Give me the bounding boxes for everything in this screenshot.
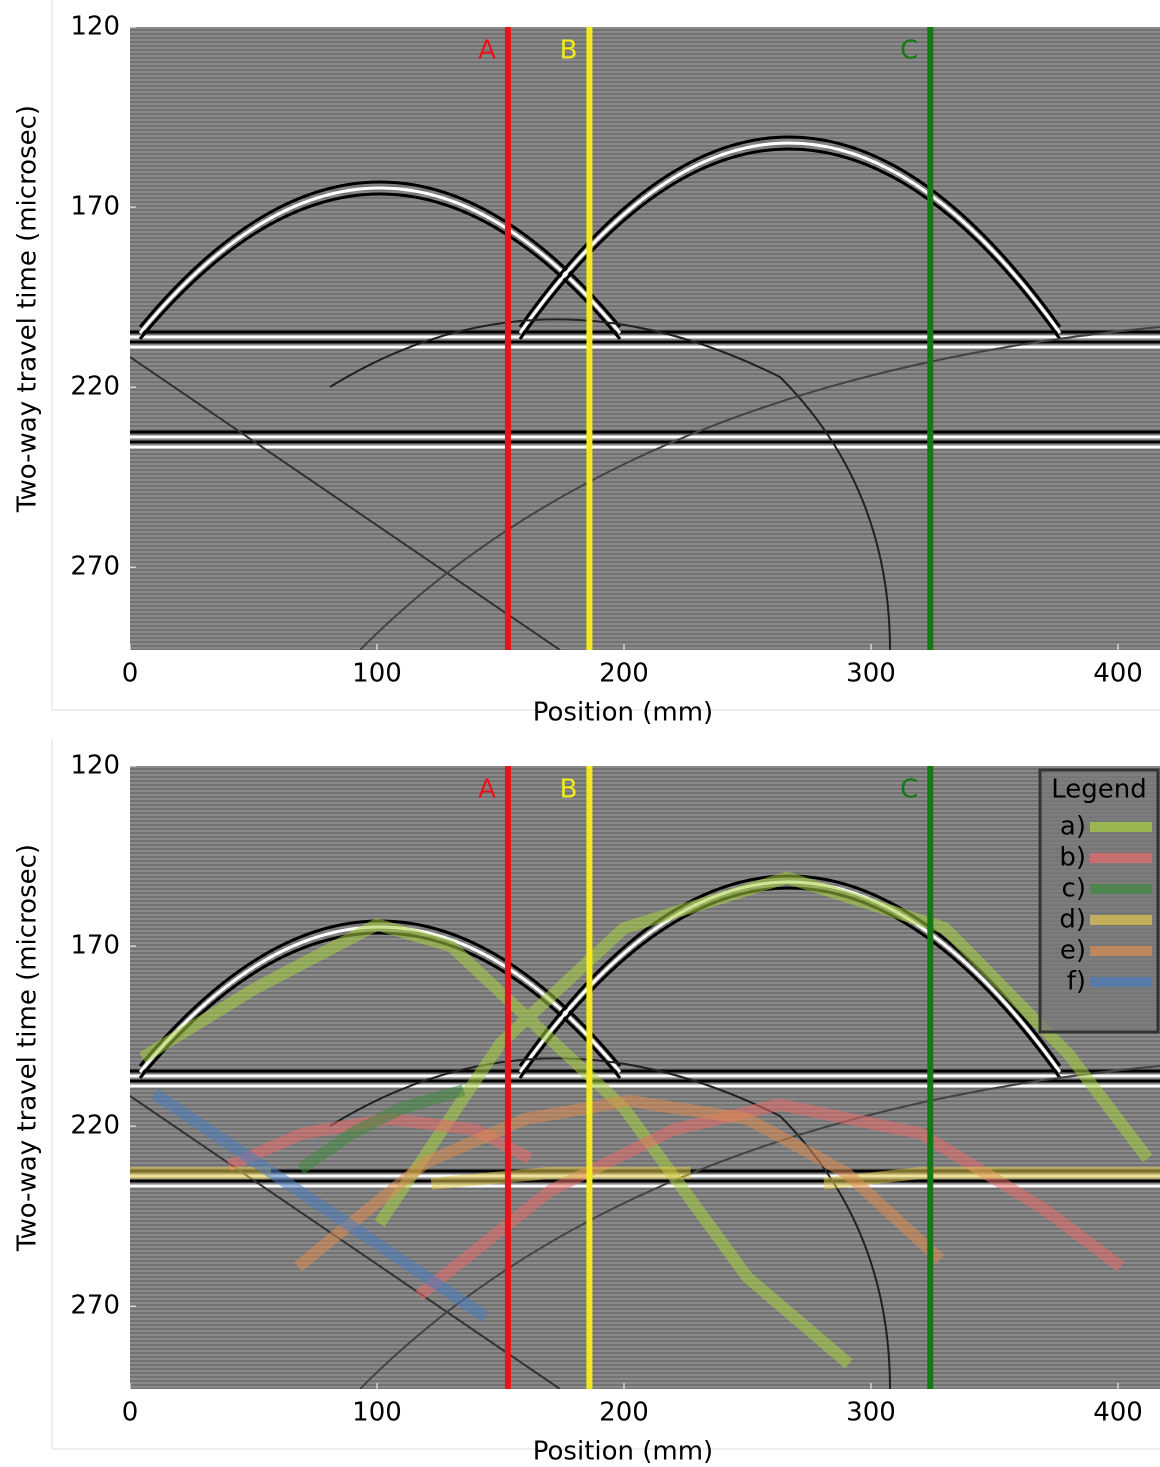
frame — [51, 739, 1160, 1450]
legend-label: d) — [1059, 905, 1086, 935]
marker-label: A — [478, 36, 496, 66]
x-axis-label: Position (mm) — [533, 1437, 713, 1467]
radargram-image — [130, 766, 1160, 1389]
y-axis-label: Two-way travel time (microsec) — [13, 105, 43, 513]
x-tick-label: 200 — [599, 659, 649, 689]
x-tick-label: 400 — [1093, 1398, 1143, 1428]
overlay-curve — [296, 1084, 466, 1175]
legend: Legend a)b)c)d)e)f) — [1038, 768, 1160, 1034]
legend-title: Legend — [1051, 775, 1147, 805]
x-axis-label: Position (mm) — [533, 698, 713, 728]
x-tick-label: 100 — [352, 659, 402, 689]
y-tick-label: 270 — [70, 552, 120, 582]
overlay-curve — [139, 871, 1153, 1369]
x-tick-label: 300 — [846, 659, 896, 689]
marker-label: B — [560, 775, 578, 805]
marker-label: C — [900, 775, 918, 805]
panel: 0 100 200 300 400 120 170 220 270 Position (mm) Tw… — [13, 0, 1160, 728]
overlay-curve — [151, 1088, 490, 1322]
y-tick-label: 220 — [70, 1111, 120, 1141]
y-tick-label: 120 — [70, 751, 120, 781]
legend-box — [1038, 768, 1160, 1034]
overlay-curve — [294, 1094, 945, 1272]
marker-label: A — [478, 775, 496, 805]
y-tick-label: 170 — [70, 192, 120, 222]
x-tick-label: 200 — [599, 1398, 649, 1428]
panels: 0 100 200 300 400 120 170 220 270 Position (mm) Tw… — [13, 0, 1160, 1467]
x-tick-label: 400 — [1093, 659, 1143, 689]
legend-label: f) — [1067, 967, 1086, 997]
legend-label: a) — [1060, 812, 1086, 842]
panel: 0 100 200 300 400 120 170 220 270 Position (mm) Tw… — [13, 739, 1160, 1467]
frame — [51, 0, 1160, 711]
y-tick-label: 170 — [70, 931, 120, 961]
legend-label: c) — [1062, 874, 1086, 904]
x-tick-label: 0 — [122, 659, 139, 689]
y-tick-label: 220 — [70, 372, 120, 402]
radargram-image — [130, 27, 1160, 650]
x-tick-label: 0 — [122, 1398, 139, 1428]
legend-label: e) — [1060, 936, 1086, 966]
marker-label: C — [900, 36, 918, 66]
legend-label: b) — [1059, 843, 1086, 873]
x-tick-label: 100 — [352, 1398, 402, 1428]
marker-label: B — [560, 36, 578, 66]
x-tick-label: 300 — [846, 1398, 896, 1428]
y-tick-label: 120 — [70, 12, 120, 42]
y-tick-label: 270 — [70, 1291, 120, 1321]
y-axis-label: Two-way travel time (microsec) — [13, 844, 43, 1252]
